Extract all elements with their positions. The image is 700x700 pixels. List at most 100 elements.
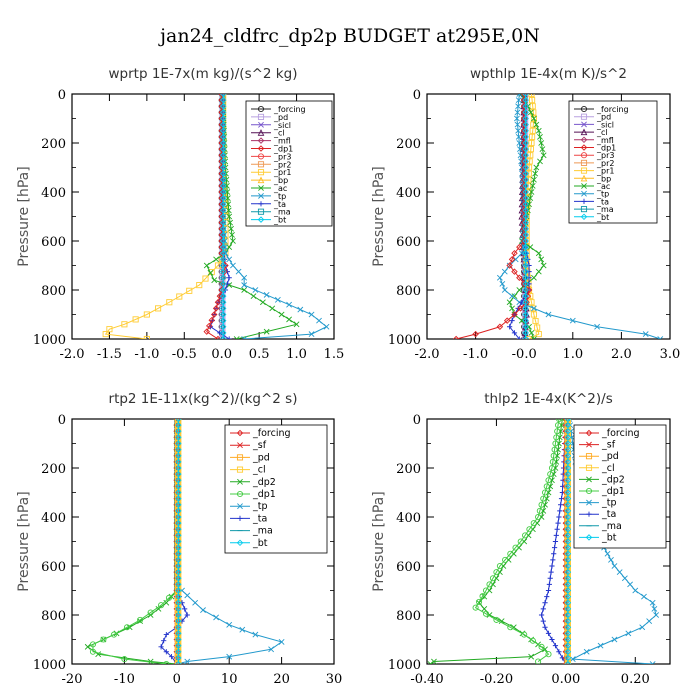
panel-1: wprtp 1E-7x(m kg)/(s^2 kg) Pressure [hPa]… xyxy=(16,66,344,362)
series-line-dp1 xyxy=(474,419,560,662)
series-marker xyxy=(224,195,231,202)
series-marker xyxy=(217,330,223,336)
legend-box xyxy=(245,100,333,227)
series-marker xyxy=(501,268,508,275)
series-marker xyxy=(616,569,623,576)
series-marker xyxy=(564,581,572,588)
series-marker xyxy=(219,311,227,318)
legend-swatch-marker xyxy=(257,176,265,184)
series-marker xyxy=(207,269,214,276)
series-marker xyxy=(522,292,529,300)
series-marker xyxy=(511,311,518,318)
series-marker xyxy=(516,140,523,146)
series-marker xyxy=(516,336,522,339)
series-marker xyxy=(512,256,519,263)
series-marker xyxy=(513,115,520,122)
series-marker xyxy=(526,262,532,269)
series-marker xyxy=(522,243,529,251)
series-marker xyxy=(219,305,226,312)
series-marker xyxy=(186,287,193,294)
x-tick-label: 0.0 xyxy=(211,347,232,362)
legend-swatch-marker xyxy=(236,539,244,547)
series-marker xyxy=(175,419,182,423)
series-marker xyxy=(175,495,182,502)
series-marker xyxy=(192,599,199,606)
series-marker xyxy=(278,311,285,318)
series-marker xyxy=(235,268,242,275)
series-marker xyxy=(269,305,276,312)
series-marker xyxy=(219,292,227,300)
series-marker xyxy=(526,201,532,208)
series-marker xyxy=(611,636,618,643)
series-marker xyxy=(522,268,529,275)
series-marker xyxy=(202,275,209,282)
panel-title: wpthlp 1E-4x(m K)/s^2 xyxy=(470,66,627,82)
series-marker xyxy=(84,643,91,650)
series-marker xyxy=(556,649,562,655)
x-tick-label: 0.00 xyxy=(551,672,580,687)
series-marker xyxy=(564,428,572,435)
series-marker xyxy=(522,262,529,269)
series-marker xyxy=(515,103,522,110)
series-marker xyxy=(529,637,536,644)
series-marker xyxy=(536,507,543,514)
series-marker xyxy=(493,616,500,623)
series-marker xyxy=(496,274,503,281)
legend-swatch-marker xyxy=(580,152,588,159)
legend-entry-mfl: _mfl xyxy=(596,136,614,145)
series-marker xyxy=(522,219,529,226)
series-marker xyxy=(163,599,170,606)
series-marker xyxy=(646,618,653,625)
series-marker xyxy=(241,274,248,281)
series-marker xyxy=(564,593,572,600)
series-marker xyxy=(208,316,215,324)
series-marker xyxy=(219,139,227,147)
legend-entry-sf: _sf xyxy=(252,440,267,451)
series-marker xyxy=(226,653,233,660)
series-marker xyxy=(515,127,522,134)
legend-swatch-marker xyxy=(257,137,265,144)
series-line-dp1 xyxy=(92,419,178,664)
series-marker xyxy=(522,231,529,239)
series-group xyxy=(84,419,285,664)
panel-title: thlp2 1E-4x(K^2)/s xyxy=(484,391,613,407)
series-marker xyxy=(522,225,529,232)
series-marker xyxy=(175,434,182,441)
series-marker xyxy=(286,316,293,323)
series-marker xyxy=(184,612,190,618)
y-tick-label: 1000 xyxy=(33,333,66,348)
series-marker xyxy=(511,330,518,336)
series-marker xyxy=(526,335,533,339)
series-marker xyxy=(540,152,547,159)
series-marker xyxy=(211,277,218,284)
series-marker xyxy=(155,305,162,312)
series-marker xyxy=(225,201,232,208)
series-marker xyxy=(137,616,144,623)
series-marker xyxy=(632,587,639,594)
series-marker xyxy=(225,207,232,214)
series-marker xyxy=(511,250,518,257)
series-marker xyxy=(228,225,234,232)
legend-swatch-marker xyxy=(586,511,592,517)
legend-swatch-marker xyxy=(581,198,587,204)
series-marker xyxy=(250,293,257,300)
series-marker xyxy=(219,274,227,281)
x-tick-label: 0.20 xyxy=(621,672,650,687)
series-marker xyxy=(175,538,182,545)
legend-swatch-marker xyxy=(580,136,588,144)
series-marker xyxy=(540,606,546,612)
x-tick-label: 1.5 xyxy=(324,347,345,362)
series-marker xyxy=(564,630,572,637)
series-marker xyxy=(550,557,556,563)
legend-swatch-marker xyxy=(257,105,265,113)
x-tick-label: 30 xyxy=(326,672,343,687)
series-marker xyxy=(219,182,227,190)
legend-entry-sicl: _sicl xyxy=(273,121,291,130)
series-marker xyxy=(175,562,182,570)
series-marker xyxy=(481,605,488,612)
series-marker xyxy=(175,556,182,564)
x-tick-label: -0.20 xyxy=(480,672,513,687)
series-marker xyxy=(604,550,611,557)
series-marker xyxy=(175,470,182,478)
